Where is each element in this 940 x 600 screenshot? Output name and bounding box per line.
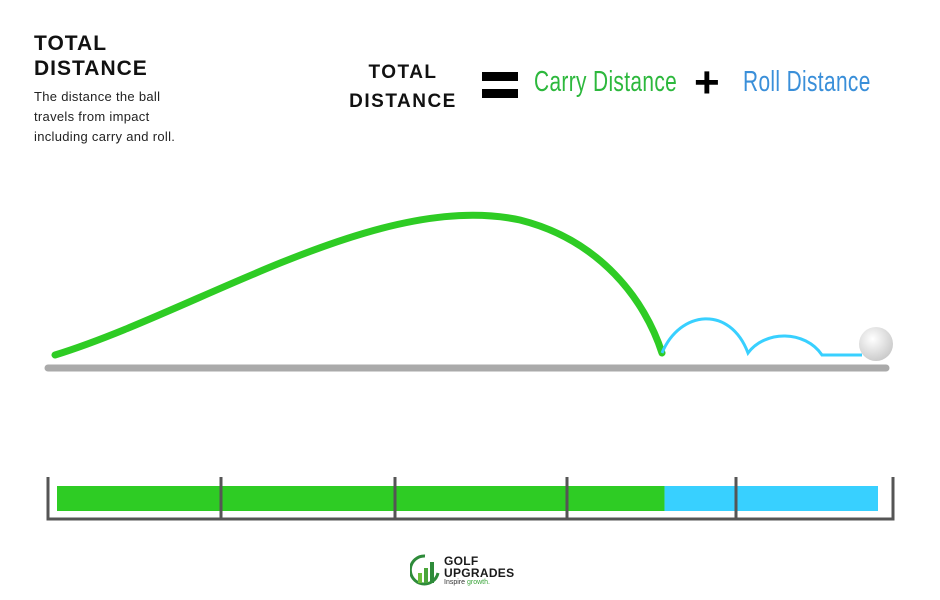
logo-tagline-b: growth.: [466, 578, 490, 586]
carry-distance-label: Carry Distance: [534, 66, 678, 98]
logo-tagline-a: Inspire: [444, 578, 467, 586]
golf-upgrades-logo: GOLF UPGRADES Inspire growth.: [410, 553, 514, 587]
equals-icon: [482, 72, 518, 98]
distance-bar: [46, 477, 895, 521]
carry-bar-segment: [57, 486, 665, 511]
plus-icon: +: [694, 58, 720, 107]
page-title: TOTAL DISTANCE: [34, 32, 148, 80]
roll-bar-segment: [664, 486, 878, 511]
roll-distance-label: Roll Distance: [743, 66, 871, 98]
roll-bounces: [660, 317, 862, 357]
description: The distance the ball travels from impac…: [34, 89, 176, 144]
carry-trajectory: [51, 211, 666, 359]
golf-ball: [859, 327, 893, 361]
logo-line1: GOLF: [444, 553, 479, 568]
logo-line2: UPGRADES: [444, 565, 515, 580]
bar-bracket: [46, 477, 895, 521]
logo-icon: [410, 554, 440, 586]
equation-total-label: TOTAL DISTANCE: [349, 62, 457, 112]
